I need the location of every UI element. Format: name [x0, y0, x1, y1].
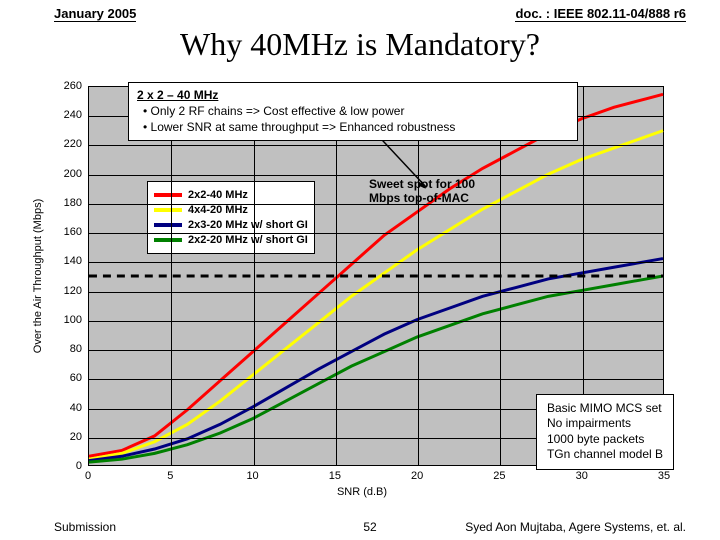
note-line: No impairments [547, 416, 663, 432]
y-tick: 20 [52, 431, 82, 443]
callout-title: 2 x 2 – 40 MHz [137, 87, 569, 103]
x-tick: 5 [167, 470, 173, 482]
legend-item: 4x4-20 MHz [154, 204, 308, 216]
y-axis-label: Over the Air Throughput (Mbps) [32, 199, 44, 353]
y-tick: 200 [52, 168, 82, 180]
y-tick: 100 [52, 314, 82, 326]
x-tick: 10 [246, 470, 258, 482]
callout-bullet: Lower SNR at same throughput => Enhanced… [143, 119, 569, 135]
callout-bullet: Only 2 RF chains => Cost effective & low… [143, 103, 569, 119]
callout-box: 2 x 2 – 40 MHz Only 2 RF chains => Cost … [128, 82, 578, 141]
y-tick: 260 [52, 80, 82, 92]
legend-item: 2x2-20 MHz w/ short GI [154, 234, 308, 246]
x-axis-label: SNR (d.B) [337, 486, 387, 498]
y-tick: 220 [52, 138, 82, 150]
x-tick: 25 [493, 470, 505, 482]
footer-right: Syed Aon Mujtaba, Agere Systems, et. al. [465, 520, 686, 534]
y-tick: 140 [52, 255, 82, 267]
header-doc: doc. : IEEE 802.11-04/888 r6 [515, 6, 686, 22]
x-tick: 20 [411, 470, 423, 482]
y-tick: 160 [52, 226, 82, 238]
header-date: January 2005 [54, 6, 136, 22]
chart-area: Over the Air Throughput (Mbps) 2x2-40 MH… [42, 86, 682, 500]
legend-item: 2x2-40 MHz [154, 189, 308, 201]
sweet-spot-label: Sweet spot for 100Mbps top-of-MAC [369, 177, 475, 206]
y-tick: 120 [52, 285, 82, 297]
note-line: TGn channel model B [547, 447, 663, 463]
x-tick: 15 [329, 470, 341, 482]
note-line: 1000 byte packets [547, 432, 663, 448]
y-tick: 80 [52, 343, 82, 355]
footer-left: Submission [54, 520, 116, 534]
slide-title: Why 40MHz is Mandatory? [0, 26, 720, 63]
x-tick: 0 [85, 470, 91, 482]
y-tick: 60 [52, 372, 82, 384]
y-tick: 40 [52, 402, 82, 414]
legend-item: 2x3-20 MHz w/ short GI [154, 219, 308, 231]
x-tick: 30 [576, 470, 588, 482]
note-box: Basic MIMO MCS setNo impairments1000 byt… [536, 394, 674, 470]
footer: Submission 52 Syed Aon Mujtaba, Agere Sy… [54, 520, 686, 534]
y-tick: 240 [52, 109, 82, 121]
note-line: Basic MIMO MCS set [547, 401, 663, 417]
y-tick: 180 [52, 197, 82, 209]
footer-page: 52 [363, 520, 376, 534]
y-tick: 0 [52, 460, 82, 472]
x-tick: 35 [658, 470, 670, 482]
